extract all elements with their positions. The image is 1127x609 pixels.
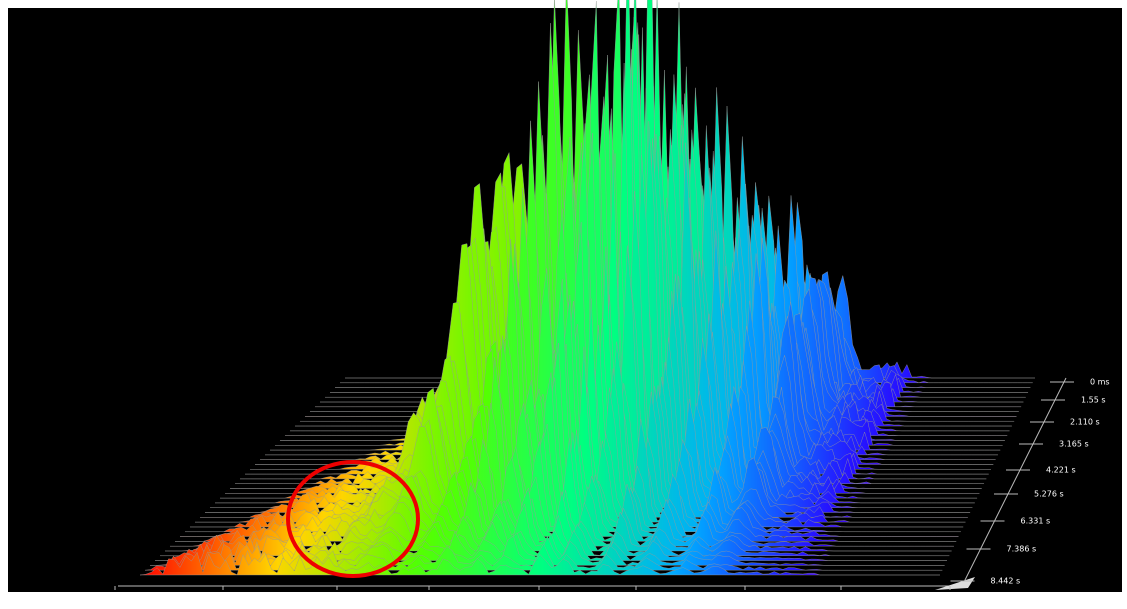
frequency-label: 20500 Hz <box>919 596 957 605</box>
waterfall-view: 20 Hz 44 Hz 115 Hz 255 Hz 640 Hz 1440 Hz 3620 … <box>0 0 1127 609</box>
time-label: 7.386 s <box>1007 545 1037 554</box>
frequency-label: 3620 Hz <box>716 596 749 605</box>
frequency-label: 8130 Hz <box>812 596 845 605</box>
frequency-label: 255 Hz <box>403 596 431 605</box>
time-label: 0 ms <box>1090 378 1110 387</box>
time-label: 6.331 s <box>1021 517 1051 526</box>
page: 20 Hz 44 Hz 115 Hz 255 Hz 640 Hz 1440 Hz 3620 … <box>0 0 1127 609</box>
frequency-label: 640 Hz <box>513 596 541 605</box>
time-label: 2.110 s <box>1070 418 1100 427</box>
time-label: 5.276 s <box>1034 490 1064 499</box>
frequency-label: 1440 Hz <box>607 596 640 605</box>
frequency-label: 44 Hz <box>200 596 223 605</box>
time-label: 4.221 s <box>1046 466 1076 475</box>
time-label: 1.55 s <box>1081 396 1106 405</box>
frequency-label: 20 Hz <box>92 596 115 605</box>
frequency-label: 115 Hz <box>311 596 339 605</box>
time-label: 8.442 s <box>991 577 1021 586</box>
time-label: 3.165 s <box>1059 440 1089 449</box>
